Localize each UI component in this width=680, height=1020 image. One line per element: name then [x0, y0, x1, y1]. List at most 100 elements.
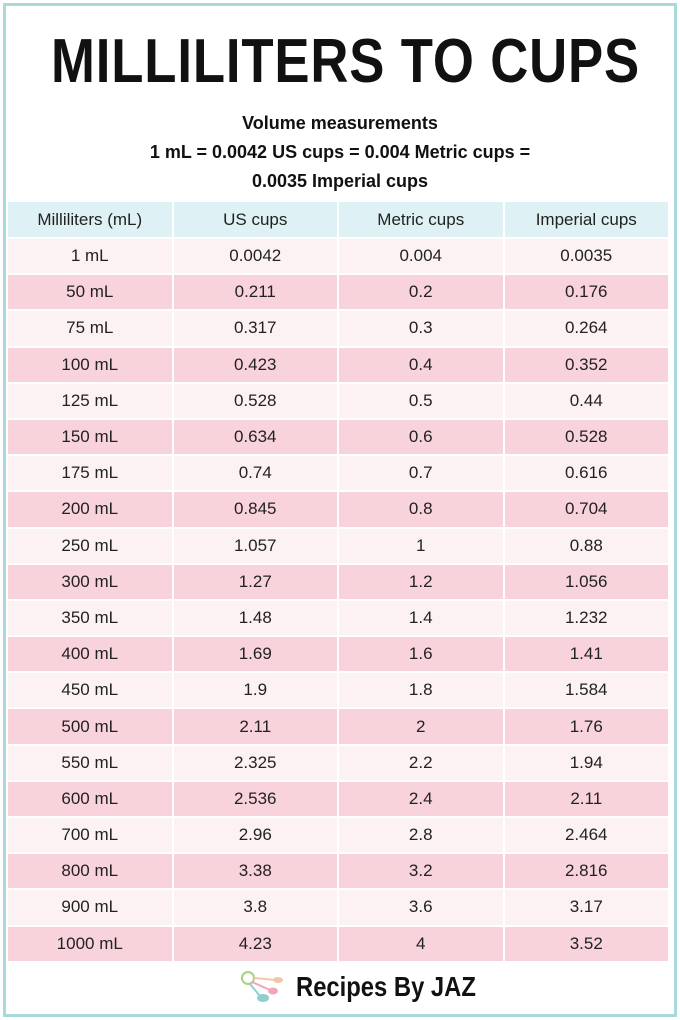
table-row: 100 mL 0.423 0.4 0.352 — [8, 347, 668, 384]
table-cell: 0.704 — [504, 492, 668, 529]
table-cell: 1.41 — [504, 637, 668, 674]
table-cell: 0.634 — [173, 419, 337, 457]
subtitle-line: Volume measurements — [242, 113, 438, 133]
table-cell: 0.44 — [504, 383, 668, 420]
table-row: 900 mL 3.8 3.6 3.17 — [8, 890, 668, 927]
conversion-table: Milliliters (mL) US cups Metric cups Imperi… — [6, 202, 670, 963]
table-cell: 600 mL — [8, 781, 172, 818]
table-cell: 2.8 — [339, 818, 503, 855]
table-cell: 450 mL — [8, 673, 172, 710]
table-cell: 1.94 — [504, 745, 668, 782]
table-cell: 125 mL — [8, 383, 172, 420]
measuring-spoons-icon — [241, 971, 283, 1002]
table-cell: 1 mL — [8, 239, 172, 276]
column-header: Imperial cups — [504, 202, 668, 239]
table-cell: 3.17 — [504, 890, 668, 927]
table-cell: 1.48 — [173, 600, 337, 638]
table-cell: 2.4 — [339, 781, 503, 818]
table-cell: 1.6 — [339, 637, 503, 674]
table-row: 125 mL 0.528 0.5 0.44 — [8, 383, 668, 420]
table-cell: 800 mL — [8, 854, 172, 891]
table-row: 50 mL 0.211 0.2 0.176 — [8, 275, 668, 312]
table-cell: 0.352 — [504, 347, 668, 384]
table-cell: 4 — [339, 926, 503, 963]
table-cell: 1.76 — [504, 709, 668, 746]
table-cell: 3.38 — [173, 854, 337, 891]
table-cell: 2.96 — [173, 818, 337, 855]
table-cell: 100 mL — [8, 347, 172, 384]
table-cell: 0.3 — [339, 311, 503, 348]
table-cell: 4.23 — [173, 926, 337, 963]
subtitle-line: 1 mL = 0.0042 US cups = 0.004 Metric cup… — [149, 142, 531, 162]
table-cell: 0.5 — [339, 383, 503, 420]
table-cell: 0.0035 — [504, 239, 668, 276]
table-cell: 0.528 — [504, 419, 668, 457]
table-row: 175 mL 0.74 0.7 0.616 — [8, 456, 668, 493]
table-cell: 250 mL — [8, 528, 172, 565]
table-cell: 350 mL — [8, 600, 172, 638]
table-cell: 0.423 — [173, 347, 337, 384]
table-cell: 700 mL — [8, 818, 172, 855]
table-cell: 0.74 — [173, 456, 337, 493]
table-cell: 1.27 — [173, 564, 337, 601]
table-cell: 1000 mL — [8, 926, 172, 963]
table-cell: 0.317 — [173, 311, 337, 348]
table-cell: 0.845 — [173, 492, 337, 529]
table-cell: 175 mL — [8, 456, 172, 493]
subtitle: Volume measurements 1 mL = 0.0042 US cup… — [0, 109, 680, 196]
table-row: 200 mL 0.845 0.8 0.704 — [8, 492, 668, 529]
table-cell: 1.8 — [339, 673, 503, 710]
table-row: 350 mL 1.48 1.4 1.232 — [8, 600, 668, 638]
table-cell: 2 — [339, 709, 503, 746]
table-row: 1 mL 0.0042 0.004 0.0035 — [8, 239, 668, 276]
table-row: 300 mL 1.27 1.2 1.056 — [8, 564, 668, 601]
table-row: 500 mL 2.11 2 1.76 — [8, 709, 668, 746]
subtitle-line: 0.0035 Imperial cups — [251, 171, 429, 191]
table-cell: 3.8 — [173, 890, 337, 927]
table-row: 700 mL 2.96 2.8 2.464 — [8, 818, 668, 855]
table-cell: 0.88 — [504, 528, 668, 565]
table-row: 550 mL 2.325 2.2 1.94 — [8, 745, 668, 782]
table-cell: 1.69 — [173, 637, 337, 674]
footer-logo: Recipes By JAZ — [240, 970, 508, 1004]
table-cell: 200 mL — [8, 492, 172, 529]
table-cell: 1.4 — [339, 600, 503, 638]
table-row: 800 mL 3.38 3.2 2.816 — [8, 854, 668, 891]
table-cell: 0.0042 — [173, 239, 337, 276]
table-cell: 0.8 — [339, 492, 503, 529]
table-cell: 2.536 — [173, 781, 337, 818]
table-cell: 2.2 — [339, 745, 503, 782]
table-cell: 2.11 — [173, 709, 337, 746]
table-cell: 1.9 — [173, 673, 337, 710]
table-cell: 0.616 — [504, 456, 668, 493]
table-row: 600 mL 2.536 2.4 2.11 — [8, 781, 668, 818]
table-cell: 3.2 — [339, 854, 503, 891]
table-cell: 0.2 — [339, 275, 503, 312]
table-cell: 1.232 — [504, 600, 668, 638]
table-cell: 0.7 — [339, 456, 503, 493]
table-cell: 300 mL — [8, 564, 172, 601]
table-cell: 1.057 — [173, 528, 337, 565]
table-cell: 50 mL — [8, 275, 172, 312]
table-cell: 0.004 — [339, 239, 503, 276]
table-cell: 1.056 — [504, 564, 668, 601]
table-cell: 150 mL — [8, 419, 172, 457]
table-cell: 1.2 — [339, 564, 503, 601]
table-cell: 400 mL — [8, 637, 172, 674]
table-cell: 0.264 — [504, 311, 668, 348]
table-cell: 3.52 — [504, 926, 668, 963]
table-cell: 0.4 — [339, 347, 503, 384]
table-row: 250 mL 1.057 1 0.88 — [8, 528, 668, 565]
column-header: Milliliters (mL) — [8, 202, 172, 239]
table-cell: 0.211 — [173, 275, 337, 312]
table-cell: 75 mL — [8, 311, 172, 348]
table-cell: 0.176 — [504, 275, 668, 312]
column-header: US cups — [173, 202, 337, 239]
brand-name: Recipes By JAZ — [296, 971, 476, 1002]
table-cell: 2.464 — [504, 818, 668, 855]
table-cell: 2.325 — [173, 745, 337, 782]
table-cell: 3.6 — [339, 890, 503, 927]
table-header-row: Milliliters (mL) US cups Metric cups Imperi… — [8, 202, 668, 239]
table-cell: 500 mL — [8, 709, 172, 746]
table-cell: 2.11 — [504, 781, 668, 818]
